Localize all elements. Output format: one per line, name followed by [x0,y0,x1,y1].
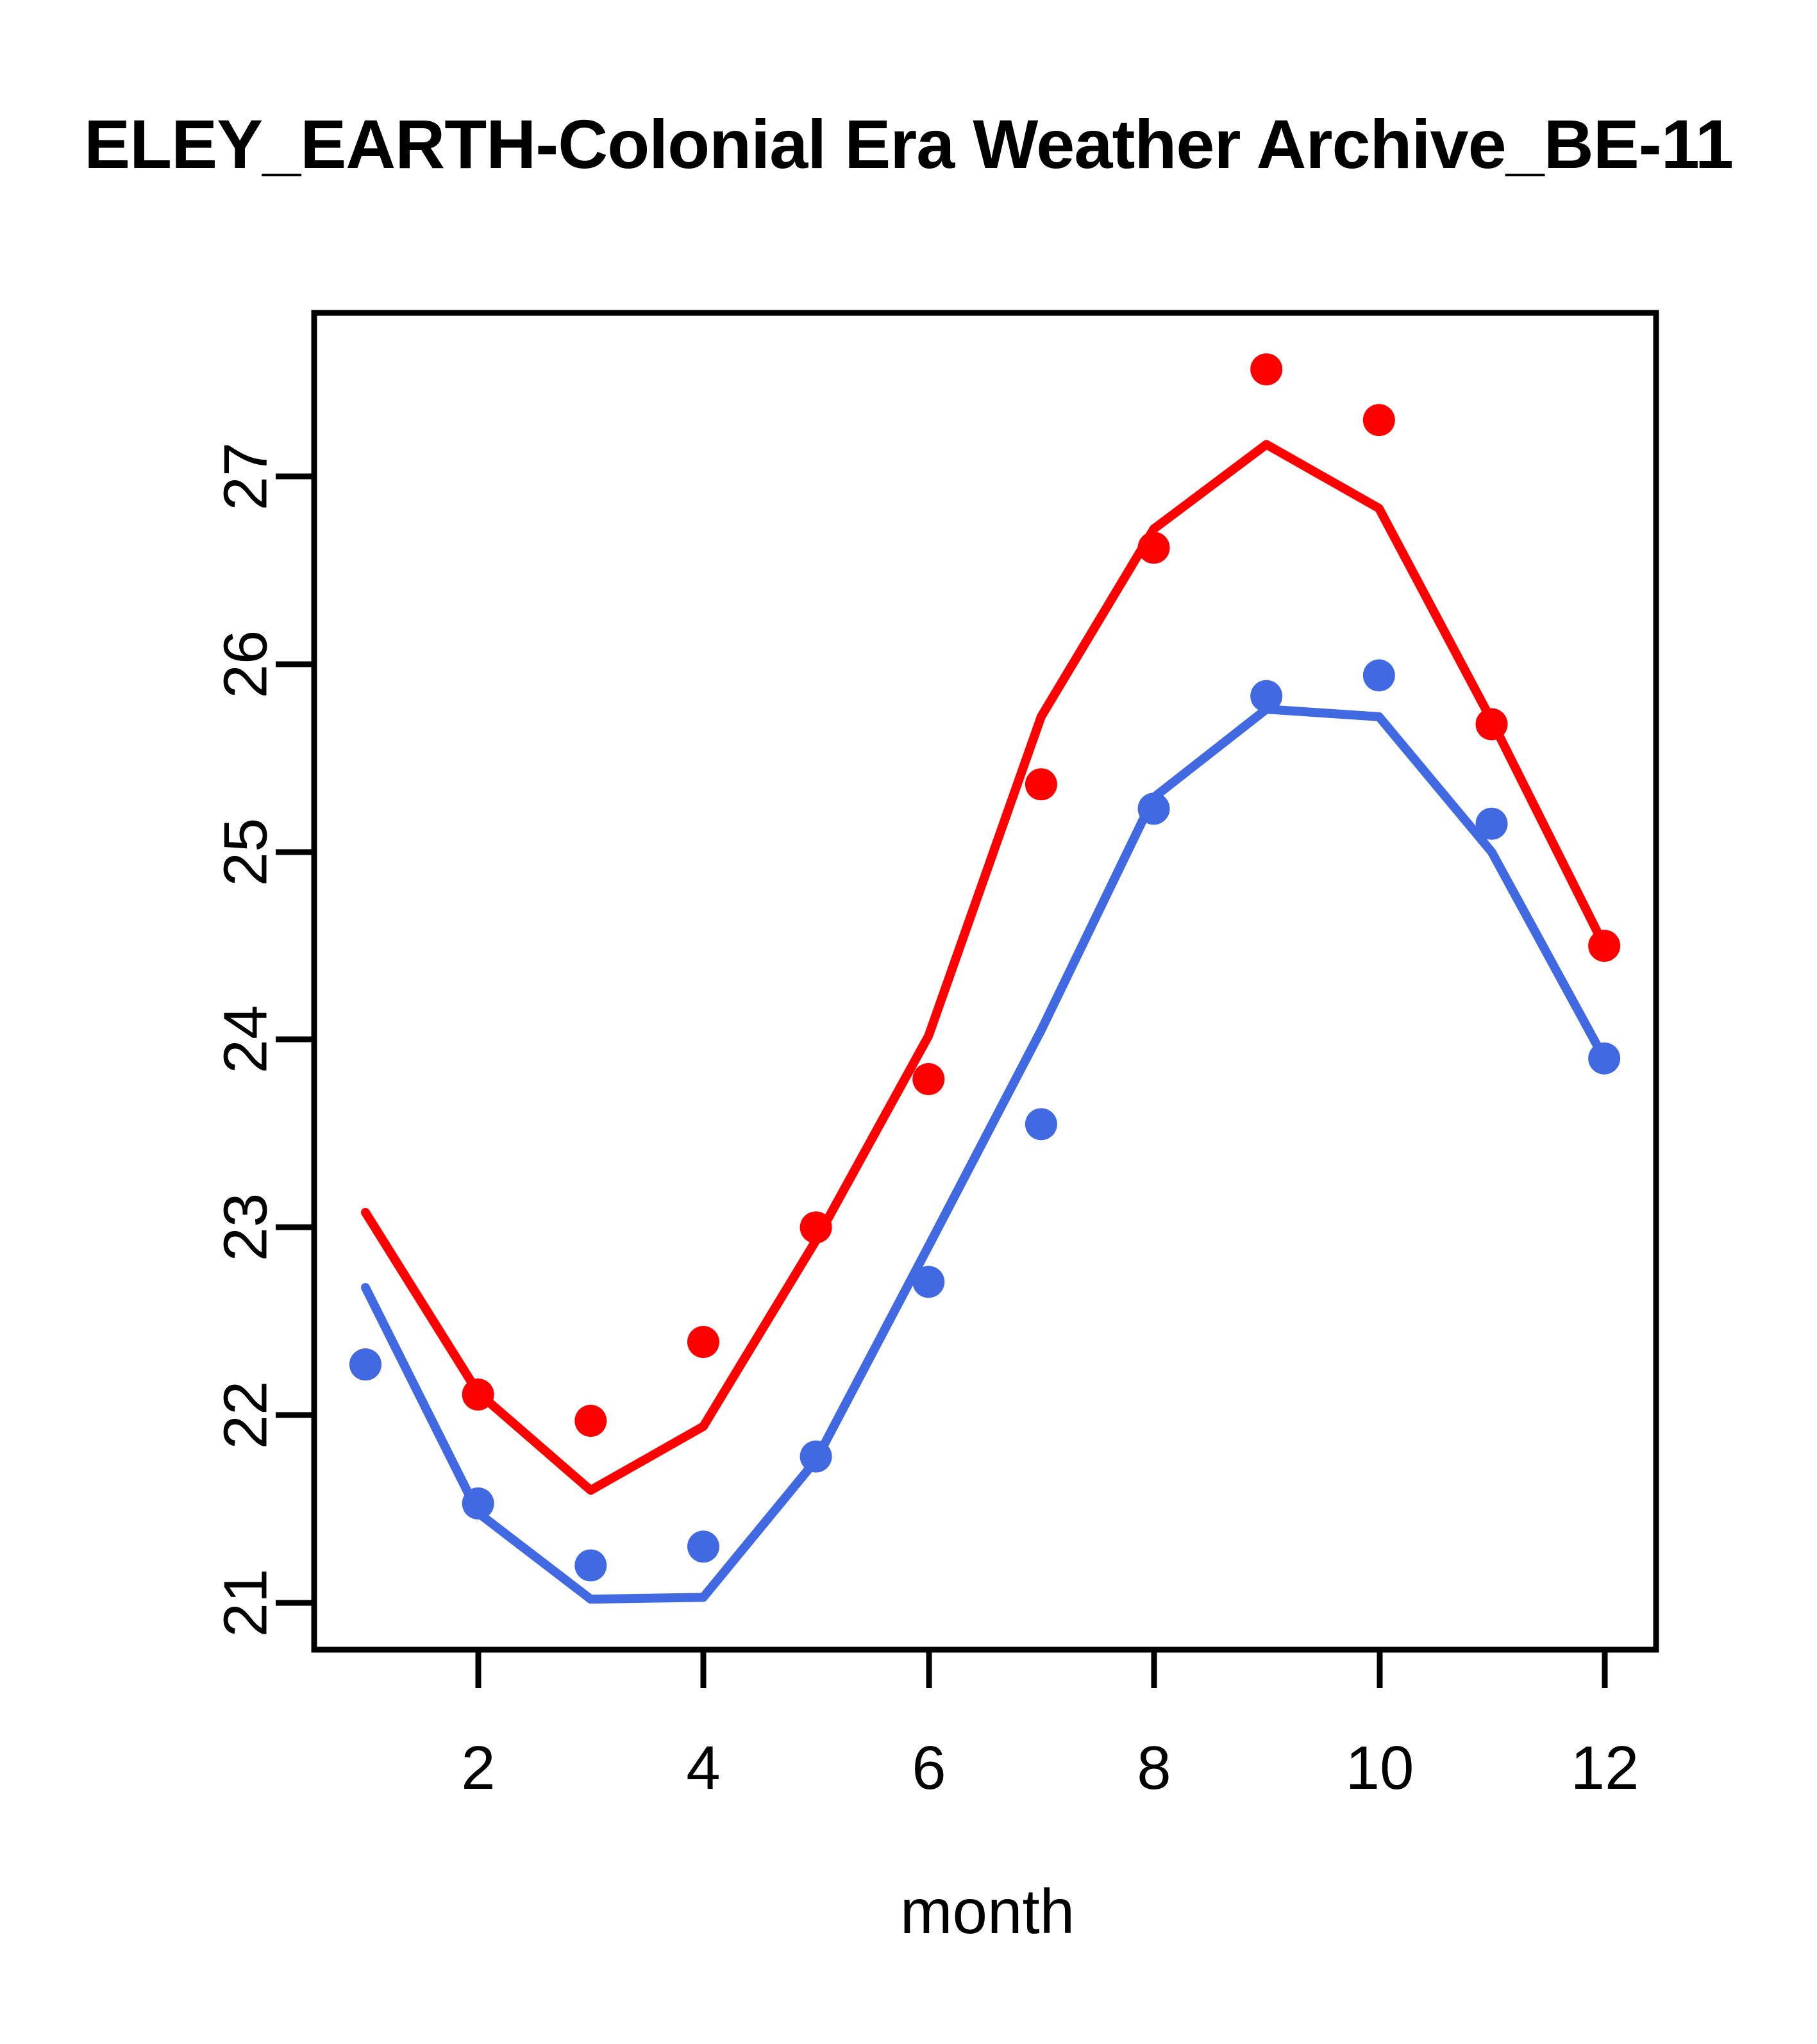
data-point [687,1326,719,1359]
data-point [349,1348,381,1381]
x-axis-label: month [900,1876,1075,1947]
x-tick-label-4: 4 [686,1734,720,1802]
y-tick-label-23: 23 [211,1193,280,1262]
data-point [574,1549,607,1582]
data-point [912,1266,945,1298]
chart-title: ELEY_EARTH-Colonial Era Weather Archive_… [84,105,1734,183]
data-point [1250,680,1283,712]
data-point [1250,353,1283,386]
plot-border [311,310,1659,1653]
data-point [800,1440,832,1473]
series-lines [361,440,1609,1604]
y-axis-tick-labels: 27 26 25 24 23 22 21 [211,442,280,1638]
y-tick-label-27: 27 [211,442,280,511]
data-point [462,1487,494,1520]
data-point [1362,659,1395,692]
x-axis-ticks [475,1650,1608,1688]
x-tick-label-6: 6 [912,1734,946,1802]
data-point [1025,1108,1057,1141]
series-line-blue-line [361,705,1609,1604]
data-point [1137,792,1170,825]
data-point [1475,807,1508,840]
y-tick-label-21: 21 [211,1569,280,1638]
x-tick-label-12: 12 [1571,1734,1639,1802]
data-point [800,1211,832,1244]
y-axis-ticks [276,473,314,1606]
series-points [349,353,1621,1582]
data-point [912,1063,945,1096]
data-point [687,1530,719,1563]
data-point [462,1378,494,1411]
y-tick-label-22: 22 [211,1381,280,1450]
data-point [1362,404,1395,437]
x-tick-label-10: 10 [1346,1734,1414,1802]
x-tick-label-2: 2 [461,1734,495,1802]
x-axis-tick-labels: 2 4 6 8 10 12 [461,1734,1639,1802]
data-point [1588,930,1621,962]
data-point [574,1405,607,1437]
data-point [1137,532,1170,564]
data-point [1475,708,1508,741]
series-line-red-line [361,440,1609,1495]
y-tick-label-26: 26 [211,630,280,699]
x-tick-label-8: 8 [1137,1734,1171,1802]
data-point [1588,1042,1621,1075]
data-point [1025,768,1057,801]
y-tick-label-24: 24 [211,1005,280,1074]
y-tick-label-25: 25 [211,818,280,887]
